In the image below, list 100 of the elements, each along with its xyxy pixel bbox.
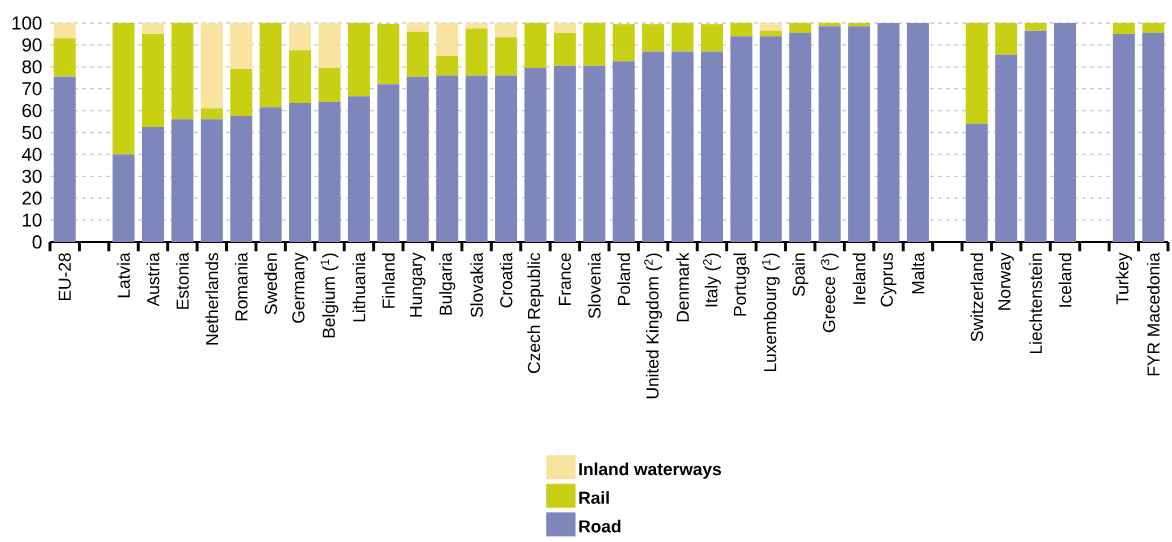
x-tick-label: Cyprus	[880, 253, 897, 307]
bar	[965, 23, 988, 124]
legend-label: Rail	[579, 491, 609, 504]
bar	[906, 23, 929, 242]
bar	[230, 116, 253, 242]
bar	[495, 23, 518, 38]
y-tick-label: 100	[12, 16, 42, 30]
x-tick-label: Bulgaria	[439, 252, 456, 315]
bar	[995, 54, 1018, 242]
bar	[171, 119, 194, 242]
bar	[318, 67, 341, 102]
bar	[289, 23, 312, 51]
y-tick-label: 0	[32, 235, 42, 249]
bar	[553, 65, 576, 242]
bar	[318, 23, 341, 68]
bar	[1142, 23, 1165, 33]
bar	[53, 23, 76, 39]
bar	[1024, 30, 1047, 242]
x-tick-label: Austria	[146, 252, 160, 307]
x-tick-label: Norway	[998, 252, 1014, 310]
bar	[200, 108, 223, 120]
bar	[700, 51, 723, 242]
legend-label: Inland waterways	[579, 462, 721, 479]
bar	[1024, 23, 1047, 31]
x-tick-label: Malta	[911, 252, 925, 294]
bar	[1142, 32, 1165, 242]
bar	[200, 119, 223, 242]
x-tick-label: Poland	[617, 253, 631, 305]
bar	[759, 23, 782, 31]
x-tick-label: FYR Macedonia	[1146, 252, 1160, 376]
bar	[583, 23, 606, 66]
x-tick-label: Lithuania	[352, 252, 366, 322]
x-tick-label: Belgium ($^{1}$)	[320, 253, 339, 338]
y-tick-label: 60	[22, 103, 42, 118]
x-tick-label: Hungary	[410, 252, 426, 317]
bar	[436, 55, 459, 76]
x-tick-label: Sweden	[264, 253, 278, 315]
bar	[671, 23, 694, 52]
bar	[730, 36, 753, 242]
bar	[230, 68, 253, 117]
bar	[259, 23, 282, 108]
bar	[612, 61, 635, 242]
bar	[1112, 33, 1135, 242]
bar	[53, 76, 76, 242]
x-tick-label: Luxembourg ($^{1}$)	[761, 253, 780, 372]
bar	[318, 101, 341, 242]
x-tick-label: EU-28	[58, 253, 71, 301]
x-tick-label: Liechtenstein	[1029, 253, 1042, 354]
legend-label: Road	[579, 519, 621, 533]
bar	[289, 50, 312, 103]
bar	[230, 23, 253, 69]
bar	[465, 28, 488, 76]
bar	[965, 123, 988, 242]
y-tick-label: 90	[22, 38, 42, 52]
bar	[200, 23, 223, 109]
bar	[1054, 23, 1077, 242]
bar	[141, 127, 164, 242]
bar	[848, 26, 871, 242]
x-tick-label: Greece ($^{3}$)	[820, 253, 839, 333]
bar	[377, 24, 400, 85]
bar	[259, 107, 282, 242]
x-tick-label: France	[558, 253, 571, 305]
bar	[730, 23, 753, 37]
bar	[141, 33, 164, 128]
bar	[171, 23, 194, 120]
bar	[524, 67, 547, 242]
bar	[995, 23, 1018, 55]
x-tick-label: Latvia	[117, 252, 130, 298]
bar	[436, 23, 459, 56]
bar	[347, 23, 370, 97]
bar	[406, 23, 429, 32]
bar	[377, 84, 400, 242]
bar	[642, 24, 665, 52]
bar	[141, 23, 164, 34]
y-tick-label: 30	[22, 169, 42, 183]
x-tick-label: Croatia	[499, 252, 513, 308]
bar	[524, 23, 547, 68]
bar	[465, 23, 488, 29]
bar	[112, 23, 135, 155]
bar	[642, 51, 665, 242]
bar	[583, 65, 606, 242]
y-tick-label: 50	[22, 125, 42, 140]
bar	[465, 75, 488, 242]
bar	[495, 75, 518, 242]
bar	[700, 24, 723, 52]
x-tick-label: Italy ($^{2}$)	[703, 253, 721, 307]
x-tick-label: Netherlands	[205, 253, 219, 345]
y-tick-label: 40	[21, 147, 42, 162]
bar	[553, 23, 576, 33]
x-tick-label: Slovenia	[587, 252, 601, 319]
x-tick-label: Switzerland	[970, 253, 984, 342]
y-tick-label: 10	[22, 213, 42, 227]
bar	[347, 96, 370, 242]
bar	[1112, 23, 1135, 34]
x-tick-label: Spain	[792, 253, 809, 296]
bar	[406, 76, 429, 242]
bar	[112, 154, 135, 242]
bar	[436, 75, 459, 242]
x-tick-label: Portugal	[733, 253, 750, 316]
bar	[848, 23, 871, 27]
